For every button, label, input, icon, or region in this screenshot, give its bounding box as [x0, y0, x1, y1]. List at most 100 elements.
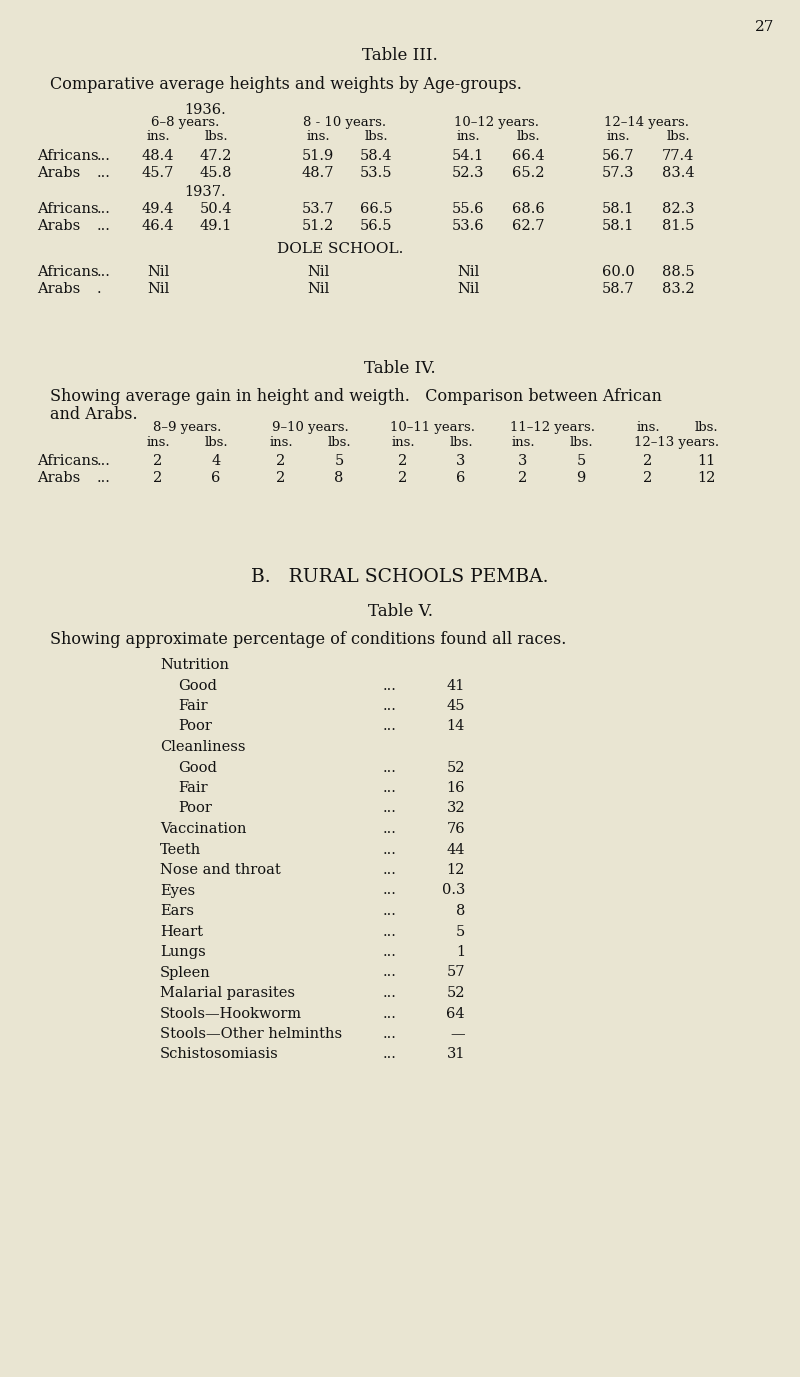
Text: ...: ...: [97, 202, 111, 216]
Text: and Arabs.: and Arabs.: [50, 406, 138, 423]
Text: ...: ...: [97, 454, 111, 468]
Text: lbs.: lbs.: [204, 437, 228, 449]
Text: Comparative average heights and weights by Age-groups.: Comparative average heights and weights …: [50, 76, 522, 94]
Text: ...: ...: [97, 167, 111, 180]
Text: Nil: Nil: [457, 264, 479, 280]
Text: ...: ...: [383, 903, 397, 918]
Text: 58.7: 58.7: [602, 282, 634, 296]
Text: 65.2: 65.2: [512, 167, 544, 180]
Text: 50.4: 50.4: [200, 202, 232, 216]
Text: ...: ...: [383, 1048, 397, 1062]
Text: 3: 3: [518, 454, 528, 468]
Text: 9–10 years.: 9–10 years.: [272, 421, 348, 434]
Text: Nil: Nil: [307, 282, 329, 296]
Text: 57: 57: [446, 965, 465, 979]
Text: 14: 14: [446, 720, 465, 734]
Text: 4: 4: [211, 454, 221, 468]
Text: 48.4: 48.4: [142, 149, 174, 162]
Text: 2: 2: [276, 471, 286, 485]
Text: Ears: Ears: [160, 903, 194, 918]
Text: 8–9 years.: 8–9 years.: [153, 421, 221, 434]
Text: 44: 44: [446, 843, 465, 856]
Text: ...: ...: [383, 1007, 397, 1020]
Text: 1: 1: [456, 945, 465, 958]
Text: 49.4: 49.4: [142, 202, 174, 216]
Text: 58.1: 58.1: [602, 219, 634, 233]
Text: 54.1: 54.1: [452, 149, 484, 162]
Text: 66.4: 66.4: [512, 149, 544, 162]
Text: 53.5: 53.5: [360, 167, 392, 180]
Text: 8: 8: [334, 471, 344, 485]
Text: 62.7: 62.7: [512, 219, 544, 233]
Text: Heart: Heart: [160, 924, 203, 939]
Text: Africans: Africans: [37, 149, 98, 162]
Text: 58.4: 58.4: [360, 149, 392, 162]
Text: 3: 3: [456, 454, 466, 468]
Text: Poor: Poor: [178, 720, 212, 734]
Text: Africans: Africans: [37, 264, 98, 280]
Text: 58.1: 58.1: [602, 202, 634, 216]
Text: 27: 27: [755, 21, 774, 34]
Text: 52.3: 52.3: [452, 167, 484, 180]
Text: 1937.: 1937.: [184, 185, 226, 200]
Text: Fair: Fair: [178, 700, 208, 713]
Text: 6–8 years.: 6–8 years.: [151, 116, 219, 129]
Text: lbs.: lbs.: [204, 129, 228, 143]
Text: Nil: Nil: [147, 264, 169, 280]
Text: 60.0: 60.0: [602, 264, 634, 280]
Text: lbs.: lbs.: [516, 129, 540, 143]
Text: 88.5: 88.5: [662, 264, 694, 280]
Text: ...: ...: [97, 264, 111, 280]
Text: 45.8: 45.8: [200, 167, 232, 180]
Text: 68.6: 68.6: [512, 202, 544, 216]
Text: 12: 12: [446, 863, 465, 877]
Text: ...: ...: [383, 843, 397, 856]
Text: 2: 2: [643, 454, 653, 468]
Text: 5: 5: [334, 454, 344, 468]
Text: 2: 2: [154, 454, 162, 468]
Text: Arabs: Arabs: [37, 219, 80, 233]
Text: 10–11 years.: 10–11 years.: [390, 421, 474, 434]
Text: ins.: ins.: [636, 421, 660, 434]
Text: lbs.: lbs.: [694, 421, 718, 434]
Text: Table III.: Table III.: [362, 47, 438, 63]
Text: 48.7: 48.7: [302, 167, 334, 180]
Text: ...: ...: [383, 679, 397, 693]
Text: 10–12 years.: 10–12 years.: [454, 116, 539, 129]
Text: 32: 32: [446, 801, 465, 815]
Text: ...: ...: [383, 720, 397, 734]
Text: 51.9: 51.9: [302, 149, 334, 162]
Text: Nose and throat: Nose and throat: [160, 863, 281, 877]
Text: 5: 5: [456, 924, 465, 939]
Text: Nil: Nil: [307, 264, 329, 280]
Text: lbs.: lbs.: [666, 129, 690, 143]
Text: 8 - 10 years.: 8 - 10 years.: [303, 116, 386, 129]
Text: 31: 31: [446, 1048, 465, 1062]
Text: Malarial parasites: Malarial parasites: [160, 986, 295, 1000]
Text: Arabs: Arabs: [37, 282, 80, 296]
Text: 2: 2: [154, 471, 162, 485]
Text: 2: 2: [643, 471, 653, 485]
Text: 47.2: 47.2: [200, 149, 232, 162]
Text: 12–14 years.: 12–14 years.: [605, 116, 690, 129]
Text: ...: ...: [383, 781, 397, 795]
Text: 2: 2: [398, 471, 408, 485]
Text: ...: ...: [383, 822, 397, 836]
Text: Africans: Africans: [37, 202, 98, 216]
Text: Lungs: Lungs: [160, 945, 206, 958]
Text: Showing approximate percentage of conditions found all races.: Showing approximate percentage of condit…: [50, 631, 566, 649]
Text: ins.: ins.: [391, 437, 415, 449]
Text: ins.: ins.: [306, 129, 330, 143]
Text: 83.2: 83.2: [662, 282, 694, 296]
Text: ...: ...: [383, 801, 397, 815]
Text: 1936.: 1936.: [184, 103, 226, 117]
Text: ...: ...: [97, 471, 111, 485]
Text: .: .: [97, 282, 102, 296]
Text: Fair: Fair: [178, 781, 208, 795]
Text: 12–13 years.: 12–13 years.: [634, 437, 719, 449]
Text: Nil: Nil: [457, 282, 479, 296]
Text: ...: ...: [383, 863, 397, 877]
Text: 83.4: 83.4: [662, 167, 694, 180]
Text: Vaccination: Vaccination: [160, 822, 246, 836]
Text: Stools—Other helminths: Stools—Other helminths: [160, 1027, 342, 1041]
